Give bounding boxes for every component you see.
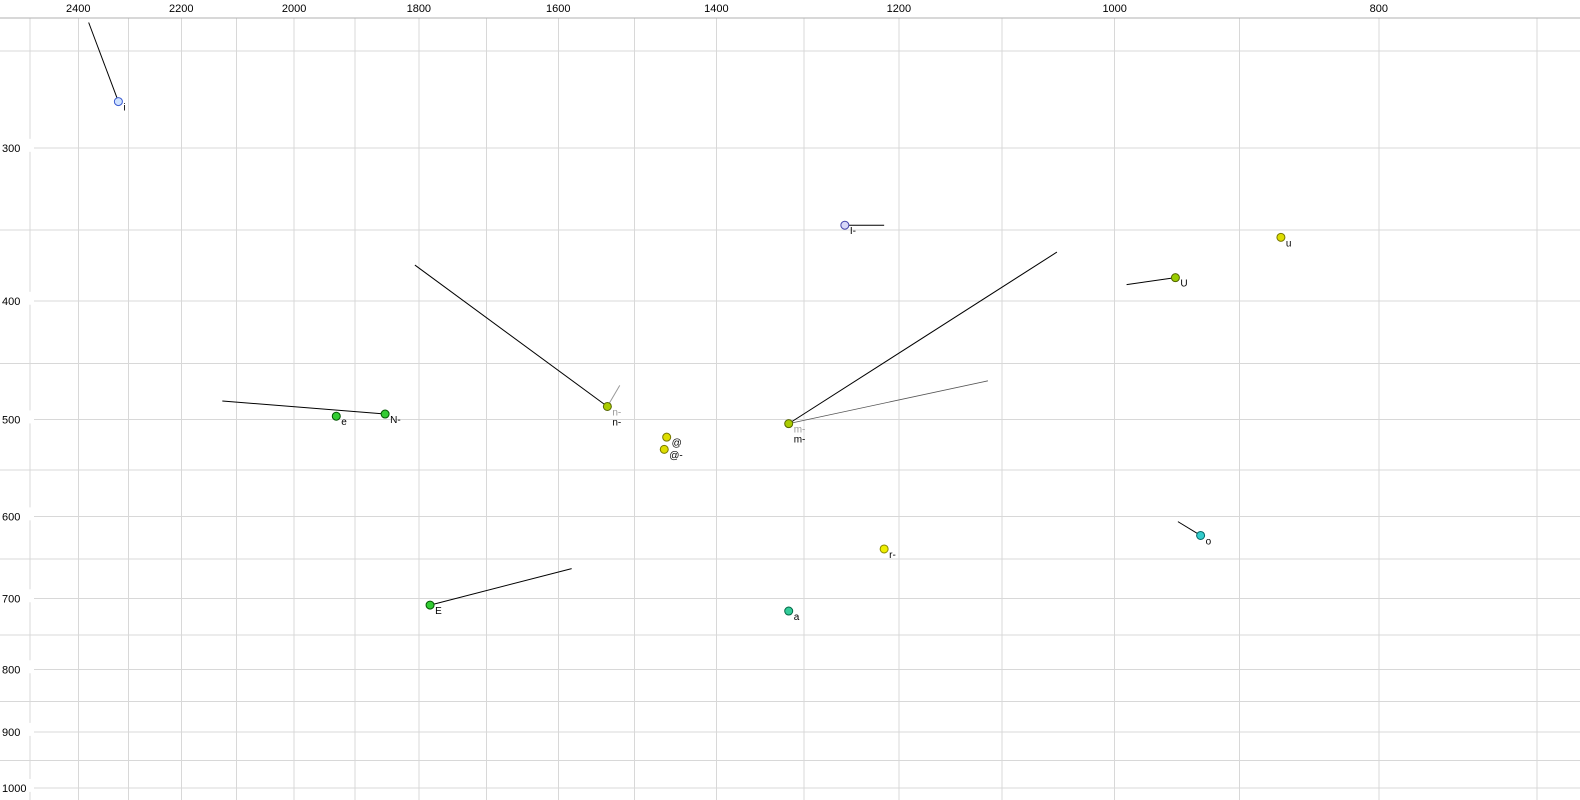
y-tick-label-bg [0, 722, 34, 736]
data-point-e-1 [331, 411, 341, 421]
point-label-u-12: u [1286, 238, 1292, 249]
data-point-u-12 [1276, 232, 1286, 242]
y-tick-label: 300 [2, 143, 20, 155]
x-tick-label: 1600 [546, 3, 570, 15]
data-point-i-8 [840, 220, 850, 230]
y-tick-label: 800 [2, 664, 20, 676]
y-tick-label-bg [0, 138, 34, 152]
x-tick-label: 1000 [1102, 3, 1126, 15]
y-tick-label: 1000 [2, 783, 26, 795]
y-tick-label: 700 [2, 593, 20, 605]
point-label-a-10: a [794, 612, 800, 623]
x-tick-label: 1400 [704, 3, 728, 15]
y-tick-label: 900 [2, 727, 20, 739]
data-point-n-4 [602, 401, 612, 411]
y-tick-label-bg [0, 660, 34, 674]
y-tick-label-bg [0, 589, 34, 603]
y-tick-label: 500 [2, 414, 20, 426]
point-label-m-7: m- [794, 425, 806, 436]
point-label-n-2: N- [390, 415, 401, 426]
formant-vector [429, 568, 572, 606]
formant-vector [88, 22, 119, 102]
point-label-m-7: m- [794, 435, 806, 446]
formant-vector [1126, 277, 1176, 286]
y-tick-label-bg [0, 291, 34, 305]
point-label-u-11: U [1180, 279, 1187, 290]
x-tick-label: 1800 [407, 3, 431, 15]
data-point-p-6 [659, 444, 669, 454]
point-label-o-13: o [1206, 536, 1212, 547]
data-point-p-5 [662, 432, 672, 442]
y-tick-label-bg [0, 410, 34, 424]
y-tick-label: 600 [2, 511, 20, 523]
data-point-m-7 [784, 419, 794, 429]
point-label-e-3: E [435, 606, 442, 617]
x-tick-label: 2400 [66, 3, 90, 15]
x-tick-label: 2000 [282, 3, 306, 15]
data-point-u-11 [1170, 273, 1180, 283]
point-label-i-8: I- [850, 226, 856, 237]
point-label-p-6: @- [669, 450, 682, 461]
data-point-e-3 [425, 600, 435, 610]
formant-vector [222, 400, 386, 415]
point-label-i-0: i [123, 103, 125, 114]
data-point-o-13 [1196, 530, 1206, 540]
data-point-a-10 [784, 606, 794, 616]
data-point-i-0 [113, 97, 123, 107]
x-tick-label: 2200 [169, 3, 193, 15]
point-label-r-9: r- [889, 550, 896, 561]
y-tick-label-bg [0, 778, 34, 792]
point-label-e-1: e [341, 417, 347, 428]
point-label-n-4: n- [612, 417, 621, 428]
x-tick-label: 800 [1370, 3, 1388, 15]
x-tick-label: 1200 [887, 3, 911, 15]
data-point-n-2 [380, 409, 390, 419]
formant-vector [414, 264, 608, 407]
data-point-r-9 [879, 544, 889, 554]
formant-vector [788, 380, 989, 425]
point-label-p-5: @ [672, 438, 682, 449]
point-label-n-4: n- [612, 407, 621, 418]
y-tick-label-bg [0, 507, 34, 521]
formant-vector [788, 251, 1058, 425]
y-tick-label: 400 [2, 296, 20, 308]
